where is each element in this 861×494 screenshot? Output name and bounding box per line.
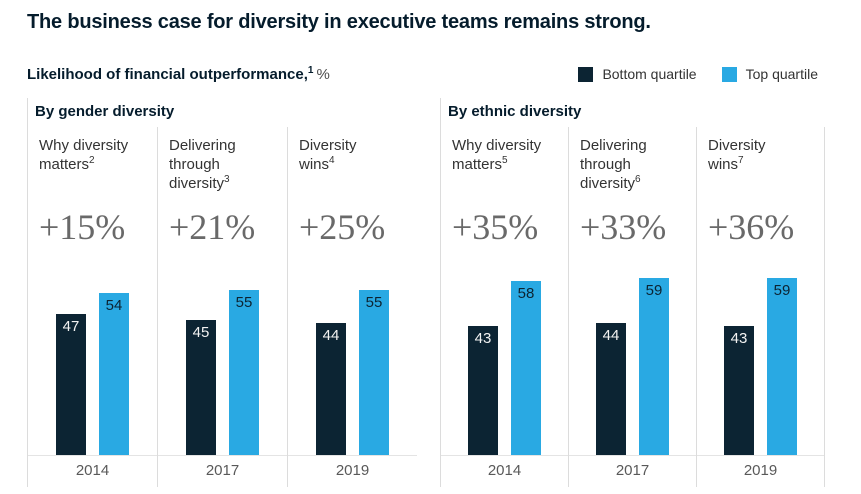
outperformance-delta: +15%	[39, 207, 126, 247]
legend-item-bottom-quartile: Bottom quartile	[578, 66, 697, 82]
bar-top-quartile: 55	[359, 290, 389, 455]
bar-value-label: 58	[517, 285, 535, 302]
outperformance-delta: +35%	[452, 207, 539, 247]
footnote-marker: 5	[502, 155, 508, 166]
study-column: Delivering through diversity6 +33% 44 59…	[568, 127, 696, 487]
legend: Bottom quartile Top quartile	[578, 66, 818, 82]
legend-label: Top quartile	[745, 66, 818, 82]
panel-title: By ethnic diversity	[448, 103, 582, 120]
bar-value-label: 43	[474, 330, 492, 347]
panel-gender-diversity: By gender diversity Why diversity matter…	[27, 98, 417, 487]
bar-bottom-quartile: 44	[316, 323, 346, 455]
legend-swatch-bottom-quartile	[578, 66, 594, 82]
bar-bottom-quartile: 44	[596, 323, 626, 455]
footnote-marker: 1	[307, 65, 314, 76]
bar-bottom-quartile: 47	[56, 314, 86, 455]
panel-columns: Why diversity matters2 +15% 47 54 2014 D…	[28, 127, 417, 487]
panel-columns: Why diversity matters5 +35% 43 58 2014 D…	[441, 127, 825, 487]
study-column: Why diversity matters2 +15% 47 54 2014	[28, 127, 157, 487]
bar-value-label: 43	[730, 330, 748, 347]
bar-value-label: 44	[602, 327, 620, 344]
year-label: 2019	[335, 462, 370, 479]
outperformance-delta: +33%	[580, 207, 667, 247]
legend-label: Bottom quartile	[602, 66, 697, 82]
axis-baseline	[697, 455, 824, 456]
bar-value-label: 55	[365, 294, 383, 311]
year-label: 2017	[205, 462, 240, 479]
study-title: Diversity wins4	[299, 137, 357, 173]
study-column: Delivering through diversity3 +21% 45 55…	[157, 127, 287, 487]
footnote-marker: 2	[89, 155, 95, 166]
outperformance-delta: +36%	[708, 207, 795, 247]
footnote-marker: 3	[224, 174, 230, 185]
year-label: 2019	[743, 462, 778, 479]
bar-pair: 43 59	[697, 278, 824, 455]
footnote-marker: 4	[329, 155, 335, 166]
bar-pair: 45 55	[158, 290, 287, 455]
axis-baseline	[569, 455, 696, 456]
footnote-marker: 7	[738, 155, 744, 166]
study-column: Why diversity matters5 +35% 43 58 2014	[441, 127, 568, 487]
study-title: Diversity wins7	[708, 137, 766, 173]
bar-value-label: 55	[235, 294, 253, 311]
bar-value-label: 47	[62, 318, 80, 335]
bar-value-label: 45	[192, 324, 210, 341]
year-label: 2014	[75, 462, 110, 479]
bar-value-label: 59	[645, 282, 663, 299]
bar-value-label: 59	[773, 282, 791, 299]
year-label: 2017	[615, 462, 650, 479]
page-title: The business case for diversity in execu…	[27, 11, 651, 33]
bar-top-quartile: 58	[511, 281, 541, 455]
outperformance-delta: +25%	[299, 207, 386, 247]
panel-title: By gender diversity	[35, 103, 175, 120]
bar-top-quartile: 59	[767, 278, 797, 455]
year-label: 2014	[487, 462, 522, 479]
bar-bottom-quartile: 43	[468, 326, 498, 455]
axis-baseline	[441, 455, 568, 456]
study-title: Delivering through diversity6	[580, 137, 647, 192]
unit-label: %	[316, 66, 330, 83]
bar-bottom-quartile: 43	[724, 326, 754, 455]
bar-top-quartile: 59	[639, 278, 669, 455]
bar-value-label: 54	[105, 297, 123, 314]
chart-area: By gender diversity Why diversity matter…	[0, 98, 861, 487]
axis-baseline	[28, 455, 157, 456]
outperformance-delta: +21%	[169, 207, 256, 247]
bar-value-label: 44	[322, 327, 340, 344]
bar-pair: 44 59	[569, 278, 696, 455]
subtitle-text: Likelihood of financial outperformance,	[27, 66, 308, 83]
bar-top-quartile: 54	[99, 293, 129, 455]
bar-pair: 47 54	[28, 293, 157, 455]
axis-baseline	[288, 455, 417, 456]
panel-ethnic-diversity: By ethnic diversity Why diversity matter…	[440, 98, 825, 487]
bar-pair: 43 58	[441, 281, 568, 455]
chart-subtitle: Likelihood of financial outperformance,1…	[27, 65, 330, 84]
study-column: Diversity wins7 +36% 43 59 2019	[696, 127, 824, 487]
bar-bottom-quartile: 45	[186, 320, 216, 455]
study-title: Why diversity matters5	[452, 137, 542, 173]
bar-top-quartile: 55	[229, 290, 259, 455]
axis-baseline	[158, 455, 287, 456]
legend-swatch-top-quartile	[721, 66, 737, 82]
study-title: Why diversity matters2	[39, 137, 129, 173]
study-column: Diversity wins4 +25% 44 55 2019	[287, 127, 417, 487]
study-title: Delivering through diversity3	[169, 137, 236, 192]
footnote-marker: 6	[635, 174, 641, 185]
legend-item-top-quartile: Top quartile	[721, 66, 818, 82]
bar-pair: 44 55	[288, 290, 417, 455]
